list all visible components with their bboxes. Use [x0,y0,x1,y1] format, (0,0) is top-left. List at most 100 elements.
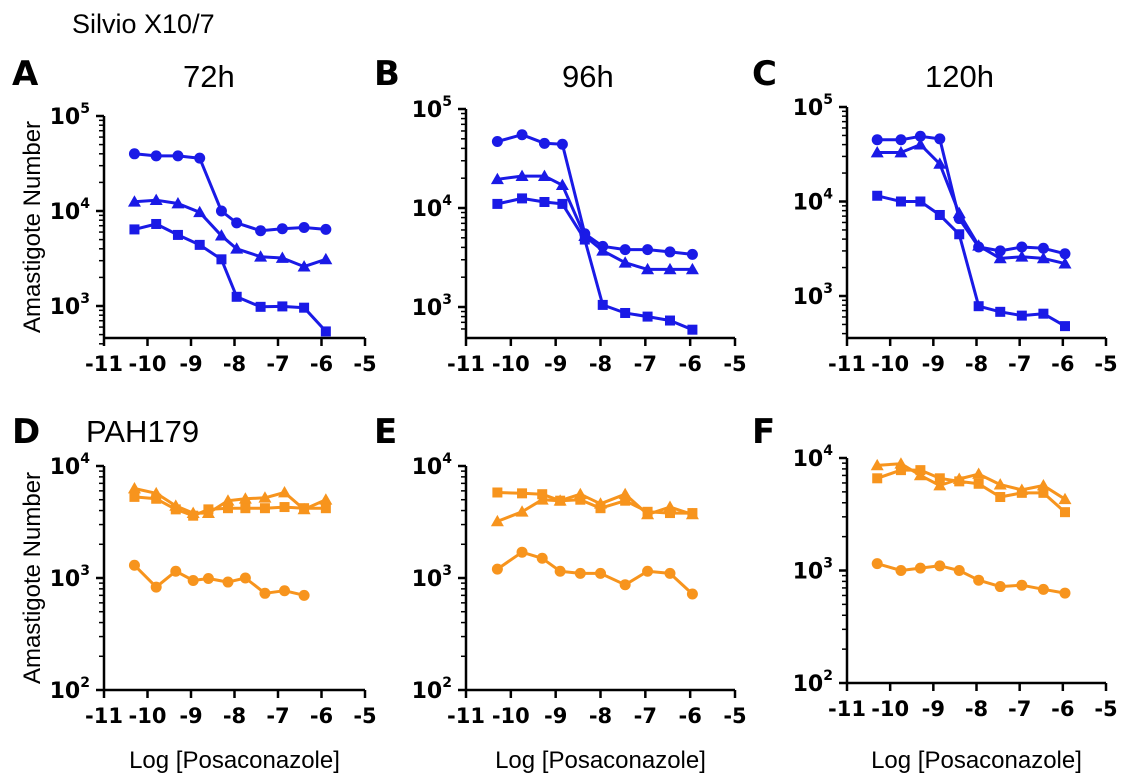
y-tick-exponent: 3 [823,281,833,297]
data-point-triangle [993,478,1007,490]
data-point-square [995,492,1006,503]
y-tick-label: 103 [793,281,833,310]
x-tick-label: -10 [492,704,530,728]
x-tick-label: -6 [679,352,702,376]
data-point-square [895,465,906,476]
y-tick-label: 102 [793,668,833,697]
x-tick-label: -5 [723,704,746,728]
panel-title: PAH179 [86,414,199,449]
data-point-triangle [319,493,333,505]
data-point-square [170,504,181,515]
data-point-square [1016,487,1027,498]
data-point-circle [895,565,907,576]
y-tick-base: 10 [50,455,81,480]
data-point-circle [1037,242,1049,254]
data-point-triangle [933,157,947,169]
data-point-circle [150,150,162,162]
data-point-triangle [515,505,529,517]
data-point-circle [664,246,676,258]
data-point-triangle [515,169,529,181]
data-point-square [557,198,568,209]
panel-title: 120h [925,59,994,94]
data-point-circle [1016,579,1028,591]
y-tick-base: 10 [412,98,443,123]
data-point-square [1016,310,1027,321]
x-tick-label: -11 [85,352,123,376]
data-point-square [895,196,906,207]
data-point-square [222,503,233,514]
data-point-triangle [972,239,986,251]
x-tick-label: -10 [129,704,167,728]
y-tick-exponent: 2 [823,668,833,684]
y-tick-base: 10 [50,105,81,130]
panel-d: D PAH179-11 -10 -9 -8 -7 -6 -5102103104Amastigo… [12,412,377,774]
data-point-circle [279,585,291,597]
data-point-square [279,502,290,513]
data-point-triangle [972,467,986,479]
data-point-circle [536,552,548,564]
data-point-triangle [214,229,228,241]
data-point-square [579,234,590,245]
data-point-circle [994,581,1006,593]
y-tick-exponent: 3 [442,563,452,579]
y-tick-base: 10 [50,679,81,704]
data-point-circle [914,562,926,574]
x-tick-label: -7 [266,704,289,728]
data-point-square [687,508,698,519]
data-point-circle [516,129,528,141]
y-tick-label: 105 [793,92,833,121]
data-point-triangle [221,494,235,506]
series-circle [128,559,310,601]
y-tick-exponent: 2 [442,675,452,691]
x-tick-label: -9 [922,697,945,721]
data-point-square [954,476,965,487]
data-point-square [555,495,566,506]
data-point-square [620,495,631,506]
data-point-circle [934,560,946,572]
data-point-square [1059,507,1070,518]
data-point-circle [170,565,182,577]
y-tick-label: 103 [412,292,452,321]
data-point-triangle [258,491,272,503]
data-point-circle [128,559,140,571]
data-point-triangle [1058,257,1072,269]
data-point-circle [1059,248,1071,260]
data-point-square [1038,308,1049,319]
data-point-triangle [230,242,244,254]
data-point-triangle [596,244,610,256]
series-line [497,174,693,271]
data-point-triangle [149,193,163,206]
data-point-square [915,196,926,207]
data-point-square [597,299,608,310]
data-point-circle [128,148,140,160]
panel-title: 96h [562,59,614,94]
series-circle [128,148,332,237]
x-tick-label: -8 [965,697,988,721]
data-point-square [973,301,984,312]
y-tick-exponent: 5 [442,94,452,110]
data-point-circle [239,572,251,584]
data-point-circle [298,589,310,601]
data-point-circle [871,134,883,146]
y-tick-base: 10 [50,295,81,320]
y-tick-label: 103 [793,556,833,585]
data-point-circle [686,588,698,600]
data-point-square [934,473,945,484]
data-point-triangle [641,262,655,275]
data-point-triangle [555,178,569,191]
y-tick-base: 10 [412,455,443,480]
x-tick-label: -8 [589,704,612,728]
series-triangle [490,169,699,275]
data-point-triangle [1036,478,1050,491]
panel-letter: C [752,54,777,94]
panel-letter: B [374,54,400,94]
series-line [876,194,1066,328]
data-point-square [299,302,310,313]
y-tick-base: 10 [412,567,443,592]
series-line [877,134,1066,256]
y-tick-label: 104 [50,196,91,225]
data-point-square [575,494,586,505]
x-tick-label: -5 [1094,697,1117,721]
